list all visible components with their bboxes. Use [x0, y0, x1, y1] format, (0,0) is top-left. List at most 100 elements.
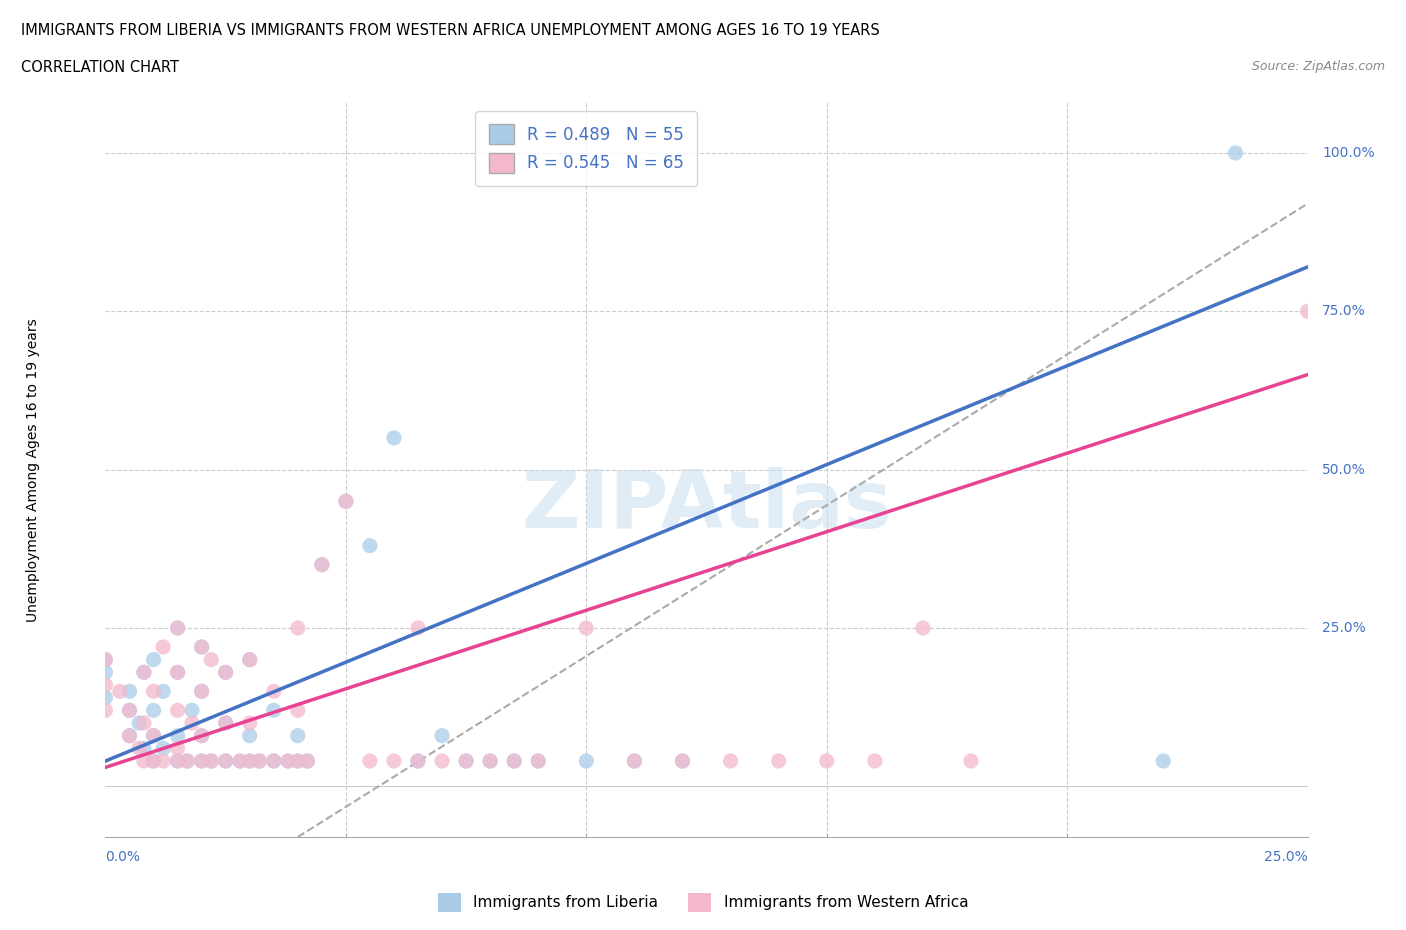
Point [176, 753, 198, 768]
Point [239, 715, 262, 730]
Text: Unemployment Among Ages 16 to 19 years: Unemployment Among Ages 16 to 19 years [27, 318, 41, 621]
Text: 75.0%: 75.0% [1322, 304, 1365, 318]
Point [190, 753, 212, 768]
Point [142, 652, 165, 667]
Point [479, 753, 502, 768]
Point [108, 684, 131, 698]
Point [132, 665, 155, 680]
Point [297, 753, 319, 768]
Point [768, 753, 790, 768]
Point [720, 753, 742, 768]
Point [190, 640, 212, 655]
Point [382, 431, 405, 445]
Point [239, 728, 262, 743]
Point [132, 741, 155, 756]
Point [287, 728, 309, 743]
Point [128, 741, 150, 756]
Point [623, 753, 645, 768]
Point [94, 665, 117, 680]
Point [454, 753, 477, 768]
Point [1152, 753, 1174, 768]
Point [166, 620, 188, 635]
Legend: R = 0.489   N = 55, R = 0.545   N = 65: R = 0.489 N = 55, R = 0.545 N = 65 [475, 111, 697, 186]
Point [503, 753, 526, 768]
Point [166, 741, 188, 756]
Point [94, 678, 117, 693]
Text: IMMIGRANTS FROM LIBERIA VS IMMIGRANTS FROM WESTERN AFRICA UNEMPLOYMENT AMONG AGE: IMMIGRANTS FROM LIBERIA VS IMMIGRANTS FR… [21, 23, 880, 38]
Point [287, 753, 309, 768]
Point [214, 665, 236, 680]
Point [575, 620, 598, 635]
Point [132, 715, 155, 730]
Point [190, 728, 212, 743]
Point [247, 753, 270, 768]
Point [214, 715, 236, 730]
Point [229, 753, 252, 768]
Point [239, 652, 262, 667]
Point [287, 753, 309, 768]
Point [166, 665, 188, 680]
Point [406, 753, 429, 768]
Point [406, 753, 429, 768]
Point [142, 703, 165, 718]
Point [263, 753, 285, 768]
Point [94, 703, 117, 718]
Point [190, 684, 212, 698]
Legend: Immigrants from Liberia, Immigrants from Western Africa: Immigrants from Liberia, Immigrants from… [432, 887, 974, 918]
Point [575, 753, 598, 768]
Point [277, 753, 299, 768]
Point [671, 753, 693, 768]
Point [911, 620, 934, 635]
Point [430, 753, 453, 768]
Point [118, 703, 141, 718]
Point [152, 640, 174, 655]
Point [297, 753, 319, 768]
Point [166, 728, 188, 743]
Point [118, 728, 141, 743]
Point [406, 620, 429, 635]
Point [277, 753, 299, 768]
Text: 25.0%: 25.0% [1264, 850, 1308, 864]
Text: Source: ZipAtlas.com: Source: ZipAtlas.com [1251, 60, 1385, 73]
Point [152, 684, 174, 698]
Point [229, 753, 252, 768]
Point [214, 753, 236, 768]
Text: 100.0%: 100.0% [1322, 146, 1375, 160]
Point [94, 690, 117, 705]
Point [200, 753, 222, 768]
Point [335, 494, 357, 509]
Point [454, 753, 477, 768]
Point [132, 753, 155, 768]
Point [359, 753, 381, 768]
Point [190, 753, 212, 768]
Point [239, 753, 262, 768]
Point [863, 753, 886, 768]
Point [152, 741, 174, 756]
Point [359, 538, 381, 553]
Point [94, 652, 117, 667]
Point [239, 753, 262, 768]
Point [142, 684, 165, 698]
Point [214, 753, 236, 768]
Point [181, 715, 204, 730]
Point [214, 665, 236, 680]
Point [287, 620, 309, 635]
Point [118, 728, 141, 743]
Point [503, 753, 526, 768]
Point [190, 640, 212, 655]
Point [247, 753, 270, 768]
Point [815, 753, 838, 768]
Text: ZIPAtlas: ZIPAtlas [522, 468, 891, 545]
Point [239, 652, 262, 667]
Point [960, 753, 983, 768]
Point [214, 715, 236, 730]
Point [263, 753, 285, 768]
Point [118, 684, 141, 698]
Point [263, 703, 285, 718]
Text: 50.0%: 50.0% [1322, 462, 1365, 477]
Point [142, 753, 165, 768]
Point [200, 652, 222, 667]
Point [311, 557, 333, 572]
Point [166, 753, 188, 768]
Point [335, 494, 357, 509]
